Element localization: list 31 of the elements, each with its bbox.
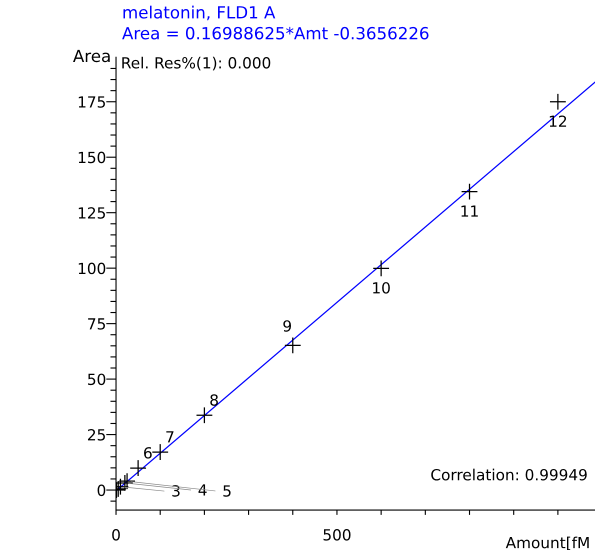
x-tick-label: 500	[324, 529, 351, 541]
annotation: Rel. Res%(1): 0.000	[122, 56, 270, 70]
annotation: 12	[550, 115, 566, 127]
y-tick-label: 150	[78, 152, 106, 164]
annotation: 6	[144, 447, 152, 459]
annotation: 11	[461, 206, 478, 217]
chart-title: melatonin, FLD1 A	[123, 6, 276, 20]
y-tick-label: 100	[78, 262, 106, 274]
point	[284, 336, 302, 354]
chart-subtitle: Area = 0.16988625*Amt -0.3656226	[122, 26, 429, 40]
annotation: 4	[198, 484, 207, 496]
y-tick-label: 175	[78, 96, 105, 108]
annotation: 7	[166, 431, 174, 442]
point	[152, 444, 169, 461]
point	[460, 183, 478, 200]
annotation: 10	[373, 282, 390, 294]
annotation: 5	[223, 485, 231, 497]
y-tick-label: 50	[88, 374, 106, 386]
annotation: 9	[283, 320, 291, 332]
y-tick-label: 0	[98, 484, 106, 496]
x-axis-title: Amount[fM	[506, 536, 589, 550]
point	[130, 460, 147, 477]
point	[196, 406, 213, 424]
annotation: 8	[210, 394, 218, 406]
point	[372, 260, 390, 277]
y-tick-label: 25	[88, 429, 105, 441]
y-tick-label: 125	[78, 207, 105, 219]
annotation: Correlation: 0.99949	[431, 468, 587, 480]
y-axis-title: Area	[73, 50, 110, 62]
y-tick-label: 75	[88, 318, 105, 330]
point	[549, 93, 566, 110]
